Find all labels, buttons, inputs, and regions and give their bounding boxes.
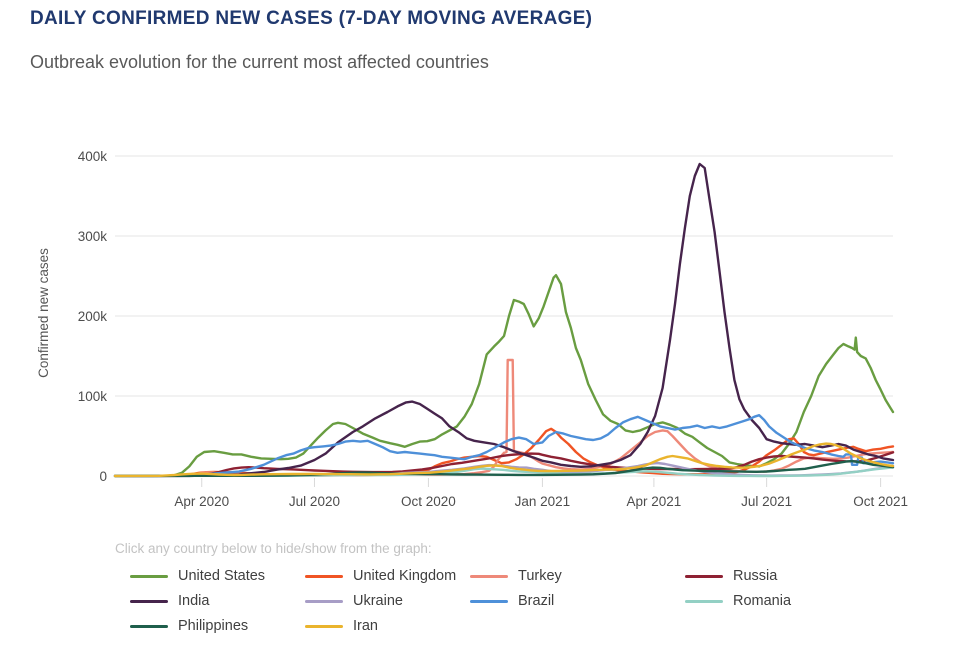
line-chart: 0 100k 200k 300k 400k Apr 2020 Jul 2020 Oct 202… [0, 128, 954, 524]
x-tick-label: Apr 2021 [627, 494, 682, 509]
y-tick-label: 100k [78, 389, 108, 404]
legend-item-romania[interactable]: Romania [685, 592, 930, 610]
chart-legend: United States United Kingdom Turkey Russia I… [130, 567, 930, 635]
legend-item-russia[interactable]: Russia [685, 567, 930, 585]
chart-canvas: 0 100k 200k 300k 400k Apr 2020 Jul 2020 Oct 202… [36, 149, 908, 509]
legend-swatch-india [130, 599, 168, 603]
legend-item-united-kingdom[interactable]: United Kingdom [305, 567, 470, 585]
legend-swatch-russia [685, 574, 723, 578]
legend-swatch-turkey [470, 574, 508, 578]
legend-item-turkey[interactable]: Turkey [470, 567, 685, 585]
y-axis-title: Confirmed new cases [36, 248, 51, 378]
series-line-india [113, 162, 895, 478]
legend-item-philippines[interactable]: Philippines [130, 617, 305, 635]
y-tick-label: 0 [99, 469, 107, 484]
legend-item-iran[interactable]: Iran [305, 617, 470, 635]
legend-item-ukraine[interactable]: Ukraine [305, 592, 470, 610]
legend-label: Brazil [518, 593, 555, 609]
legend-swatch-romania [685, 599, 723, 603]
x-tick-label: Apr 2020 [174, 494, 229, 509]
series-line-brazil [113, 414, 895, 478]
legend-hint: Click any country below to hide/show fro… [115, 541, 432, 556]
y-tick-label: 400k [78, 149, 108, 164]
legend-item-india[interactable]: India [130, 592, 305, 610]
legend-swatch-united-states [130, 574, 168, 578]
legend-item-united-states[interactable]: United States [130, 567, 305, 585]
legend-label: Turkey [518, 568, 562, 584]
legend-item-brazil[interactable]: Brazil [470, 592, 685, 610]
y-tick-label: 200k [78, 309, 108, 324]
x-tick-label: Jan 2021 [515, 494, 571, 509]
page-subtitle: Outbreak evolution for the current most … [30, 52, 489, 72]
legend-label: Romania [733, 593, 792, 609]
y-tick-label: 300k [78, 229, 108, 244]
series-line-philippines [113, 459, 895, 478]
x-tick-label: Oct 2021 [853, 494, 908, 509]
legend-label: Iran [353, 618, 378, 634]
legend-label: India [178, 593, 210, 609]
series-line-iran [113, 442, 895, 478]
series-line-united-states [113, 274, 895, 478]
legend-swatch-philippines [130, 624, 168, 628]
legend-swatch-united-kingdom [305, 574, 343, 578]
legend-label: Russia [733, 568, 778, 584]
page-title: DAILY CONFIRMED NEW CASES (7-DAY MOVING … [30, 8, 593, 29]
x-tick-label: Jul 2020 [289, 494, 340, 509]
legend-label: United States [178, 568, 266, 584]
legend-swatch-iran [305, 624, 343, 628]
legend-label: United Kingdom [353, 568, 457, 584]
legend-label: Philippines [178, 618, 249, 634]
legend-swatch-ukraine [305, 599, 343, 603]
legend-label: Ukraine [353, 593, 403, 609]
x-tick-label: Oct 2020 [401, 494, 456, 509]
x-tick-label: Jul 2021 [741, 494, 792, 509]
legend-swatch-brazil [470, 599, 508, 603]
